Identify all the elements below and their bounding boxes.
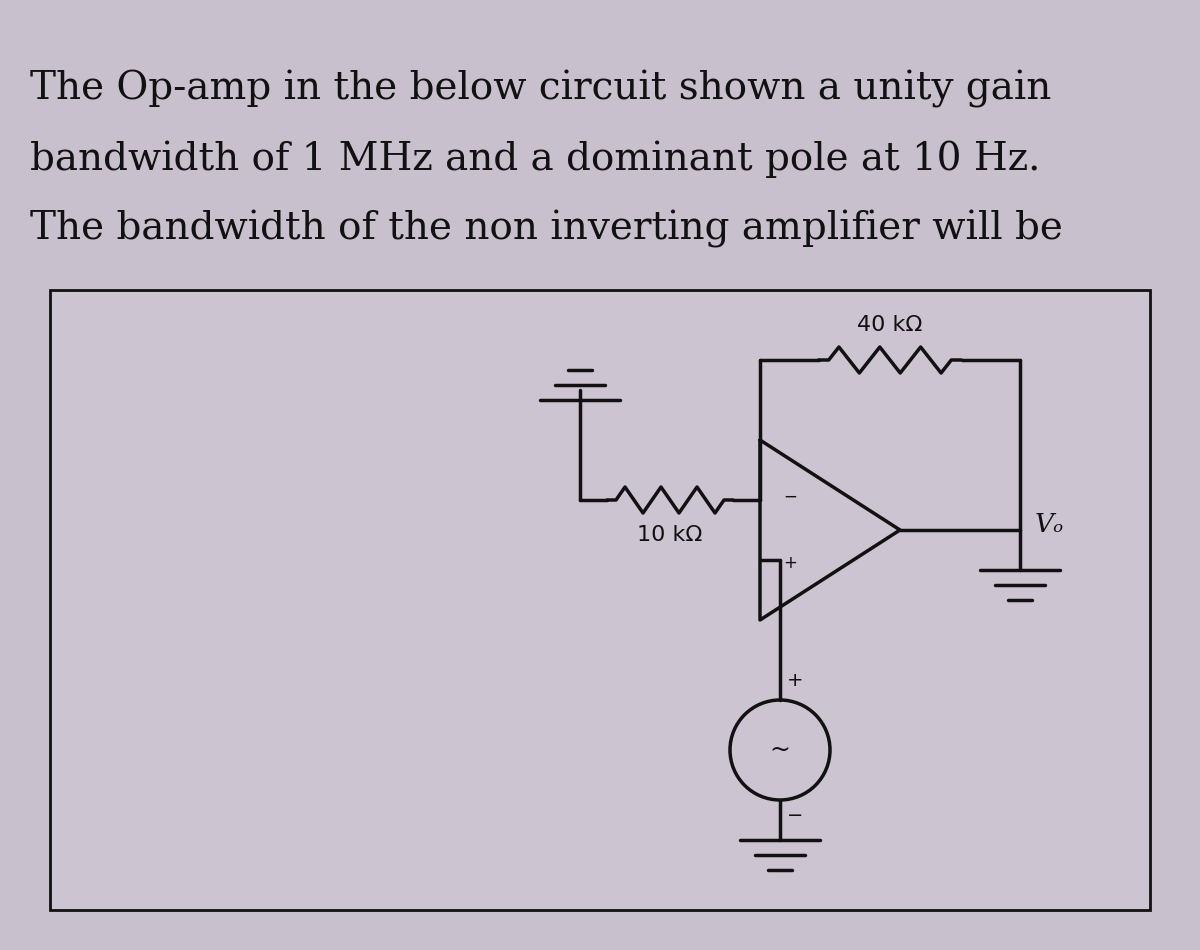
FancyBboxPatch shape [50,290,1150,910]
Text: −: − [787,806,803,825]
Text: 40 kΩ: 40 kΩ [857,315,923,335]
Text: 10 kΩ: 10 kΩ [637,525,703,545]
Text: ~: ~ [769,738,791,762]
Text: bandwidth of 1 MHz and a dominant pole at 10 Hz.: bandwidth of 1 MHz and a dominant pole a… [30,140,1040,178]
Text: +: + [787,671,803,690]
Text: The bandwidth of the non inverting amplifier will be: The bandwidth of the non inverting ampli… [30,210,1063,248]
Text: The Op-amp in the below circuit shown a unity gain: The Op-amp in the below circuit shown a … [30,70,1051,108]
Text: −: − [784,488,797,506]
Text: +: + [784,554,797,572]
Text: Vₒ: Vₒ [1034,512,1064,538]
